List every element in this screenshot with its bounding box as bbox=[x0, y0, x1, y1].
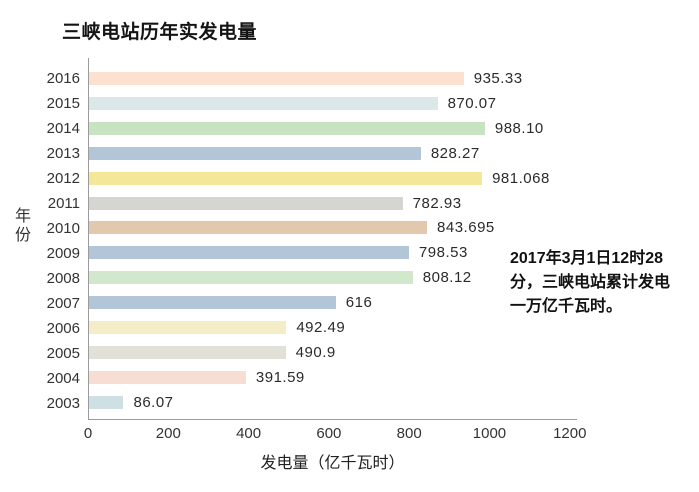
bar-2008 bbox=[89, 271, 413, 285]
annotation-line: 2017年3月1日12时28 bbox=[510, 250, 663, 267]
bar-value-label: 86.07 bbox=[133, 393, 174, 411]
y-tick-label: 2014 bbox=[46, 120, 80, 137]
annotation-note: 2017年3月1日12时28 分，三峡电站累计发电 一万亿千瓦时。 bbox=[510, 247, 699, 319]
bar-value-label: 870.07 bbox=[447, 94, 497, 112]
bar-row: 391.59 bbox=[89, 365, 577, 390]
bar-2004 bbox=[89, 371, 246, 385]
y-tick-label: 2015 bbox=[46, 95, 80, 112]
bar-row: 981.068 bbox=[89, 166, 577, 191]
bar-row: 798.53 bbox=[89, 240, 577, 265]
bar-2010 bbox=[89, 221, 428, 235]
bar-value-label: 808.12 bbox=[422, 269, 472, 287]
bar-value-label: 981.068 bbox=[492, 169, 550, 187]
bar-row: 782.93 bbox=[89, 191, 577, 216]
bar-row: 616 bbox=[89, 290, 577, 315]
bar-row: 843.695 bbox=[89, 216, 577, 241]
bar-2014 bbox=[89, 121, 485, 135]
y-tick-label: 2010 bbox=[46, 220, 80, 237]
bar-value-label: 843.695 bbox=[437, 219, 495, 237]
bar-2015 bbox=[89, 96, 438, 110]
bar-value-label: 492.49 bbox=[296, 319, 346, 337]
bar-value-label: 828.27 bbox=[430, 144, 480, 162]
bar-2013 bbox=[89, 146, 421, 160]
bar-value-label: 798.53 bbox=[418, 244, 468, 262]
x-tick-label: 600 bbox=[316, 425, 342, 442]
bar-row: 935.33 bbox=[89, 66, 577, 91]
y-tick-label: 2005 bbox=[46, 345, 80, 362]
x-tick-label: 1000 bbox=[472, 425, 507, 442]
y-tick-label: 2011 bbox=[47, 195, 80, 212]
y-tick-label: 2004 bbox=[46, 370, 80, 387]
y-tick-label: 2016 bbox=[46, 70, 80, 87]
plot-area: 935.33 870.07 988.10 828.27 981.068 782.93 843… bbox=[88, 58, 577, 420]
annotation-line: 分，三峡电站累计发电 bbox=[510, 274, 671, 291]
bar-row: 828.27 bbox=[89, 141, 577, 166]
x-tick-label: 400 bbox=[236, 425, 262, 442]
y-tick-label: 2007 bbox=[46, 295, 80, 312]
bar-value-label: 391.59 bbox=[255, 369, 305, 387]
x-axis-title: 发电量（亿千瓦时） bbox=[260, 455, 405, 472]
y-tick-label: 2009 bbox=[46, 245, 80, 262]
bar-row: 86.07 bbox=[89, 390, 577, 415]
y-tick-label: 2008 bbox=[46, 270, 80, 287]
bar-2012 bbox=[89, 171, 483, 185]
bar-value-label: 988.10 bbox=[494, 119, 544, 137]
bar-2006 bbox=[89, 321, 287, 335]
bar-row: 808.12 bbox=[89, 265, 577, 290]
bar-row: 492.49 bbox=[89, 315, 577, 340]
y-tick-label: 2013 bbox=[46, 145, 80, 162]
bar-2005 bbox=[89, 346, 286, 360]
chart-title: 三峡电站历年实发电量 bbox=[62, 22, 258, 43]
bar-row: 988.10 bbox=[89, 116, 577, 141]
bar-value-label: 616 bbox=[345, 294, 373, 312]
bar-2011 bbox=[89, 196, 403, 210]
y-tick-label: 2006 bbox=[46, 320, 80, 337]
y-tick-label: 2012 bbox=[46, 170, 80, 187]
bar-value-label: 935.33 bbox=[473, 69, 523, 87]
annotation-line: 一万亿千瓦时。 bbox=[510, 298, 623, 315]
y-axis-tick-labels: 2016 2015 2014 2013 2012 2011 2010 2009 2008 2007… bbox=[0, 58, 80, 420]
bar-2007 bbox=[89, 296, 336, 310]
bar-2003 bbox=[89, 395, 124, 409]
x-axis-tick-labels: 0 200 400 600 800 1000 1200 bbox=[84, 425, 587, 443]
x-tick-label: 1200 bbox=[553, 425, 587, 442]
y-axis-title: 年份 bbox=[12, 207, 29, 245]
x-tick-label: 200 bbox=[155, 425, 181, 442]
bar-value-label: 782.93 bbox=[412, 194, 462, 212]
bar-2016 bbox=[89, 71, 464, 85]
x-tick-label: 0 bbox=[83, 425, 93, 442]
x-tick-label: 800 bbox=[396, 425, 422, 442]
y-tick-label: 2003 bbox=[46, 395, 80, 412]
bar-2009 bbox=[89, 246, 409, 260]
bar-row: 870.07 bbox=[89, 91, 577, 116]
bar-row: 490.9 bbox=[89, 340, 577, 365]
bar-value-label: 490.9 bbox=[295, 344, 336, 362]
